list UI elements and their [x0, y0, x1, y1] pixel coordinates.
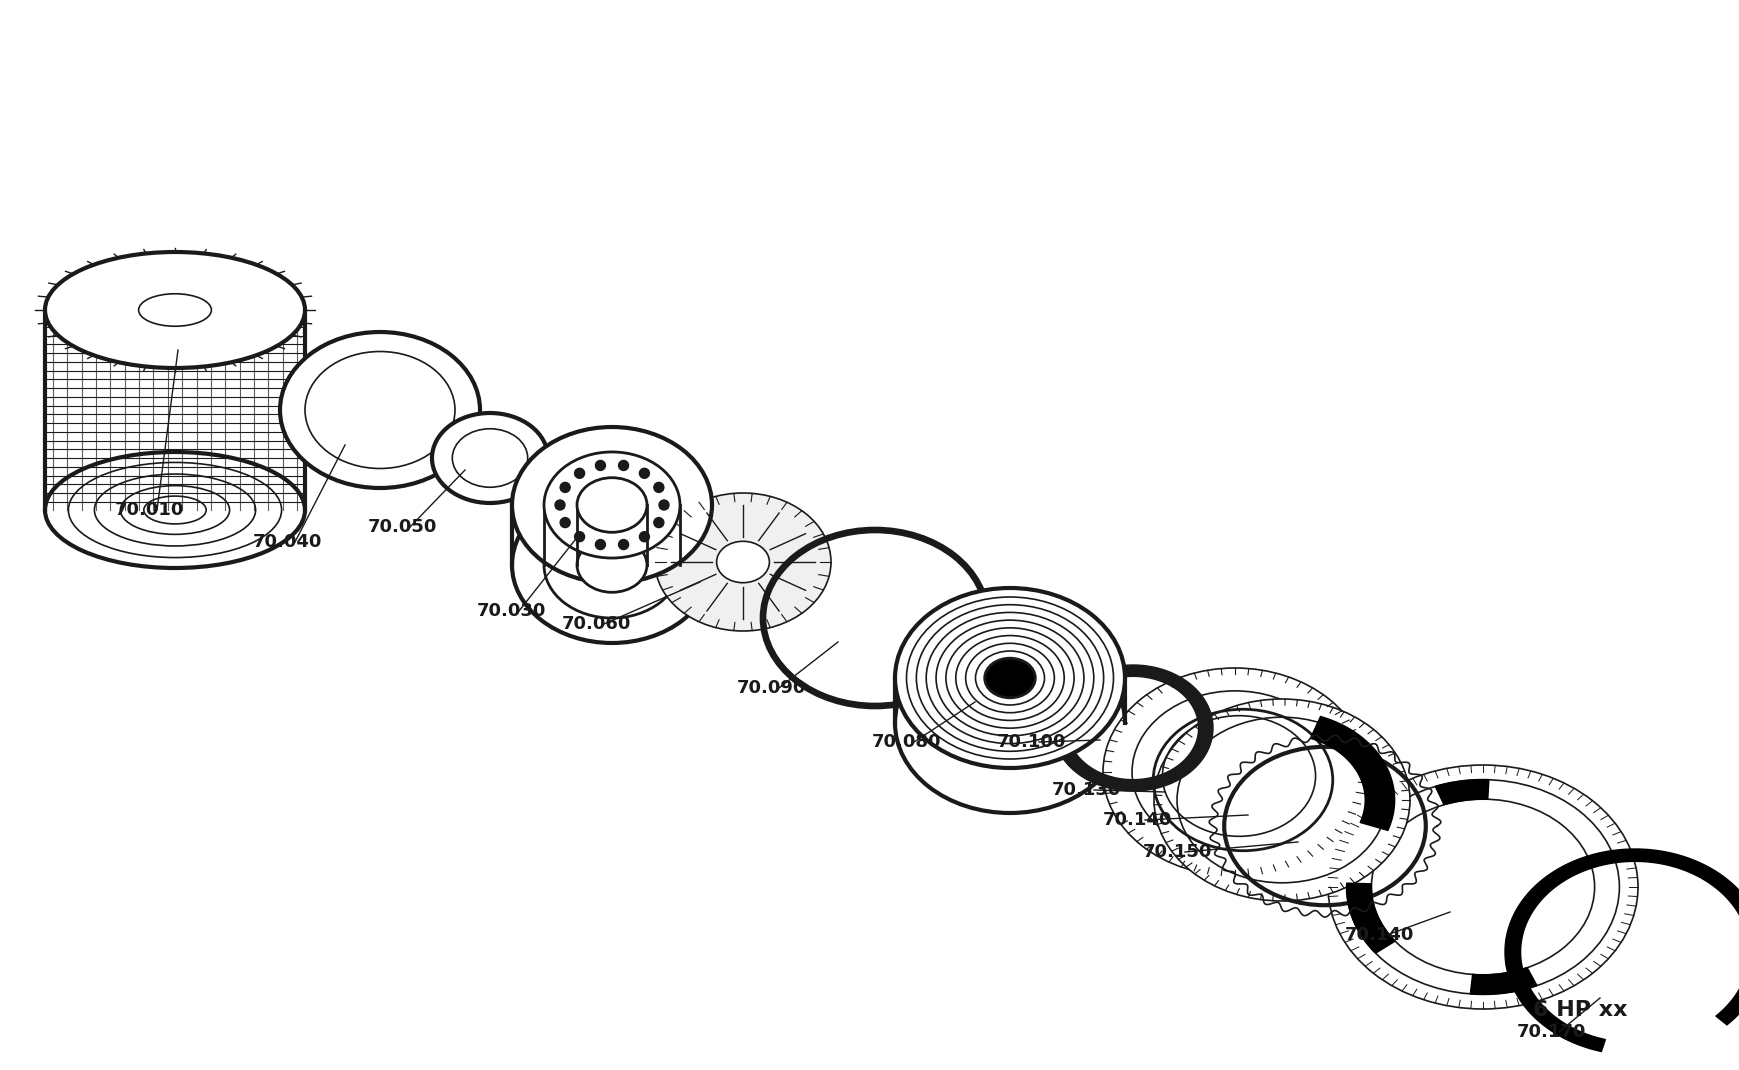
Text: 70.050: 70.050	[367, 518, 436, 536]
Circle shape	[638, 469, 649, 478]
Circle shape	[654, 483, 664, 492]
Polygon shape	[1504, 849, 1739, 1052]
Ellipse shape	[45, 253, 304, 368]
Ellipse shape	[894, 588, 1125, 768]
Ellipse shape	[280, 332, 480, 488]
Ellipse shape	[544, 511, 680, 618]
Circle shape	[560, 518, 570, 528]
Polygon shape	[1469, 967, 1536, 994]
Ellipse shape	[45, 452, 304, 568]
Circle shape	[654, 518, 664, 528]
Polygon shape	[1057, 664, 1212, 791]
Ellipse shape	[431, 413, 548, 503]
Text: 70.030: 70.030	[476, 602, 546, 620]
Text: 70.140: 70.140	[1103, 811, 1172, 829]
Polygon shape	[1309, 717, 1395, 830]
Circle shape	[659, 500, 668, 510]
Text: 70.130: 70.130	[1052, 781, 1120, 799]
Circle shape	[638, 532, 649, 541]
Ellipse shape	[139, 294, 210, 326]
Ellipse shape	[894, 633, 1125, 813]
Circle shape	[560, 483, 570, 492]
Ellipse shape	[544, 452, 680, 559]
Circle shape	[574, 469, 584, 478]
Text: 70.100: 70.100	[996, 733, 1066, 751]
Ellipse shape	[716, 541, 769, 583]
Text: 70.150: 70.150	[1143, 843, 1212, 861]
Ellipse shape	[511, 427, 711, 583]
Circle shape	[555, 500, 565, 510]
Ellipse shape	[1176, 717, 1386, 883]
Ellipse shape	[511, 487, 711, 643]
Polygon shape	[1435, 780, 1489, 805]
Circle shape	[595, 539, 605, 550]
Ellipse shape	[1153, 699, 1409, 901]
Text: 70.040: 70.040	[252, 533, 322, 551]
Circle shape	[619, 539, 628, 550]
Polygon shape	[1346, 883, 1395, 953]
Ellipse shape	[452, 429, 527, 487]
Text: 70.010: 70.010	[115, 501, 184, 519]
Ellipse shape	[577, 538, 647, 593]
Ellipse shape	[577, 477, 647, 532]
Text: 70.170: 70.170	[1516, 1023, 1586, 1041]
Circle shape	[619, 460, 628, 471]
Text: 70.080: 70.080	[871, 733, 941, 751]
Text: 70.140: 70.140	[1344, 926, 1414, 944]
Circle shape	[595, 460, 605, 471]
Circle shape	[574, 532, 584, 541]
Ellipse shape	[1103, 668, 1367, 876]
Ellipse shape	[654, 493, 831, 631]
Ellipse shape	[1327, 765, 1636, 1009]
Text: 70.090: 70.090	[737, 679, 805, 697]
Ellipse shape	[984, 658, 1035, 698]
Text: 70.060: 70.060	[562, 615, 631, 633]
Ellipse shape	[1346, 780, 1619, 994]
Ellipse shape	[304, 352, 454, 469]
Text: 6 HP xx: 6 HP xx	[1532, 1000, 1626, 1020]
Ellipse shape	[1132, 691, 1337, 853]
Ellipse shape	[1370, 799, 1593, 975]
